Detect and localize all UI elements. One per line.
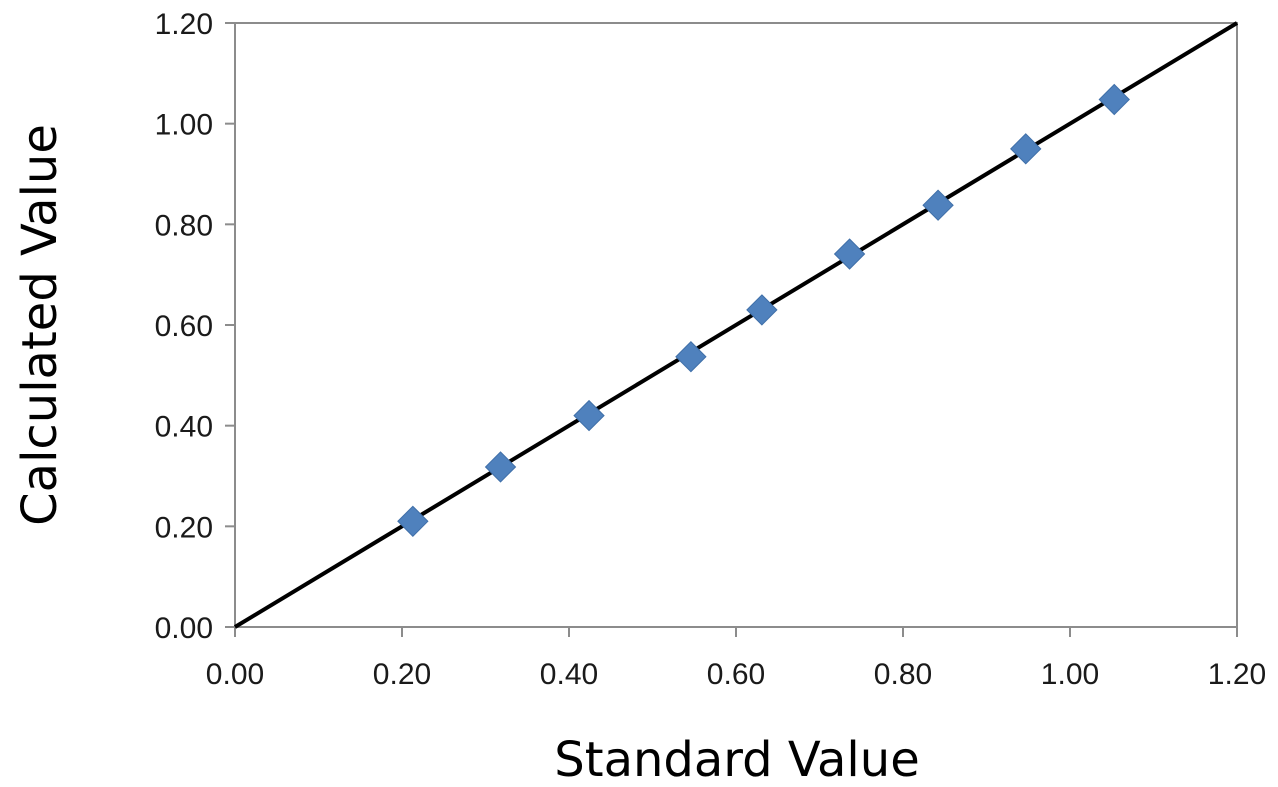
y-tick-label: 0.40 (155, 411, 213, 444)
data-point (573, 399, 605, 432)
x-tick-label: 0.60 (707, 658, 765, 691)
y-tick-label: 1.00 (155, 109, 213, 142)
data-point (1098, 83, 1130, 116)
y-tick-label: 0.20 (155, 511, 213, 544)
x-tick-label: 1.20 (1208, 658, 1266, 691)
y-axis-title: Calculated Value (12, 124, 68, 526)
identity-line (233, 21, 1239, 629)
y-tick-label: 0.80 (155, 209, 213, 242)
x-tick-label: 1.00 (1041, 658, 1099, 691)
data-point (484, 451, 517, 483)
data-point (833, 238, 866, 270)
y-tick-label: 0.00 (155, 612, 213, 645)
data-point (922, 189, 954, 221)
data-point (1010, 133, 1042, 165)
data-point (397, 505, 429, 538)
x-axis-title: Standard Value (554, 732, 919, 787)
y-tick-label: 0.60 (155, 310, 213, 343)
y-tick-label: 1.20 (155, 8, 213, 41)
x-tick-label: 0.40 (540, 658, 598, 691)
data-point (675, 341, 707, 373)
x-tick-label: 0.80 (874, 658, 932, 691)
x-tick-label: 0.00 (206, 658, 264, 691)
x-tick-label: 0.20 (373, 658, 431, 691)
data-point (746, 294, 778, 326)
